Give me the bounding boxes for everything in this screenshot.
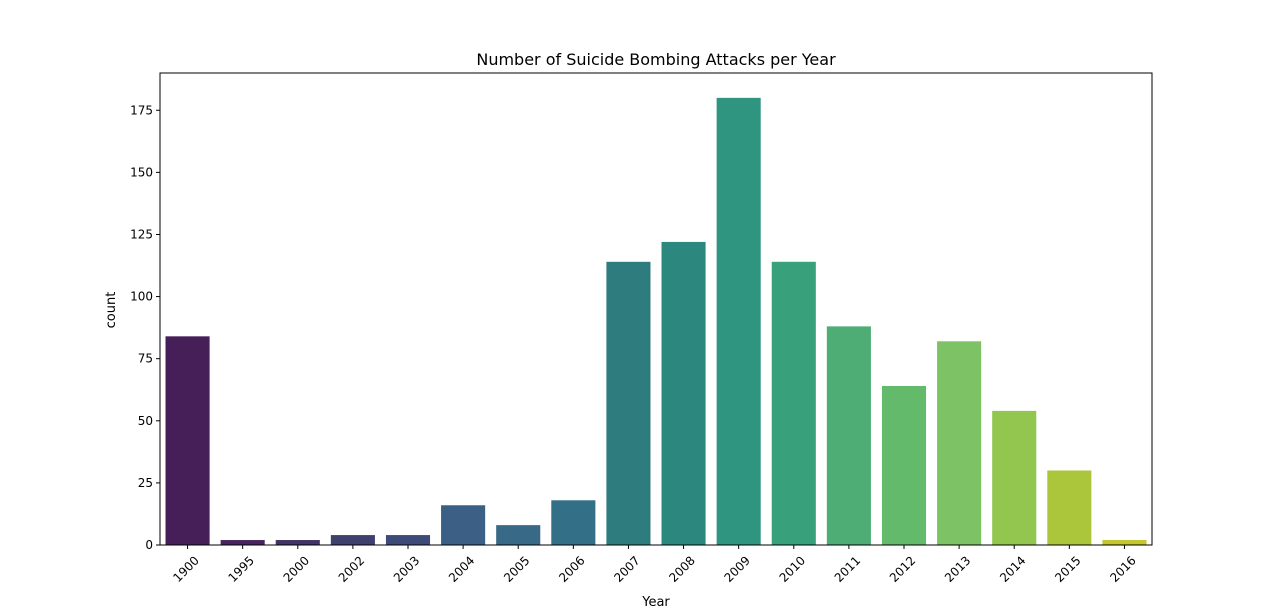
y-tick-label: 75 — [138, 352, 153, 366]
bar-2012 — [881, 386, 927, 545]
bar-2011 — [826, 326, 871, 545]
bar-2004 — [441, 505, 486, 545]
x-tick-label: 2000 — [281, 553, 312, 584]
y-tick-label: 0 — [145, 538, 153, 552]
y-tick-label: 125 — [130, 227, 153, 241]
y-tick-label: 100 — [130, 290, 153, 304]
bar-2014 — [992, 410, 1037, 545]
y-tick-label: 25 — [138, 476, 153, 490]
bar-2010 — [771, 261, 816, 545]
bar-2003 — [385, 535, 431, 545]
bar-2013 — [937, 341, 982, 545]
y-tick-label: 50 — [138, 414, 153, 428]
chart-title: Number of Suicide Bombing Attacks per Ye… — [476, 50, 836, 69]
x-tick-label: 1900 — [170, 553, 201, 584]
x-tick-label: 2002 — [336, 553, 367, 584]
x-tick-label: 2003 — [391, 553, 422, 584]
x-axis-label: Year — [641, 595, 670, 610]
y-axis: 0 25 50 75 100 125 150 175 — [130, 103, 160, 552]
x-tick-label: 2011 — [832, 553, 863, 584]
bar-2006 — [551, 500, 596, 545]
x-tick-label: 2010 — [777, 553, 808, 584]
bar-2016 — [1102, 540, 1147, 545]
x-tick-label: 2015 — [1052, 553, 1083, 584]
bar-2008 — [661, 241, 706, 545]
bar-2005 — [496, 525, 541, 545]
y-tick-label: 150 — [130, 165, 153, 179]
bar-2007 — [606, 261, 651, 545]
y-axis-label: count — [104, 292, 119, 329]
x-tick-label: 2006 — [556, 553, 587, 584]
bar-2000 — [275, 540, 320, 545]
x-tick-label: 2005 — [501, 553, 532, 584]
x-axis: 1900 1995 2000 2002 2003 2004 2005 2006 2007 2008… — [170, 545, 1139, 585]
x-tick-label: 2004 — [446, 553, 477, 584]
bars-group — [165, 97, 1147, 545]
x-tick-label: 2014 — [997, 553, 1028, 584]
bar-2009 — [716, 97, 761, 545]
bar-2002 — [330, 535, 375, 545]
y-tick-label: 175 — [130, 103, 153, 117]
x-tick-label: 2013 — [942, 553, 973, 584]
plot-frame — [159, 72, 1153, 546]
x-tick-label: 2009 — [722, 553, 753, 584]
x-tick-label: 2016 — [1107, 553, 1138, 584]
bar-1995 — [220, 540, 265, 545]
bar-2015 — [1047, 470, 1092, 545]
bar-1900 — [165, 336, 210, 545]
x-tick-label: 1995 — [226, 553, 257, 584]
x-tick-label: 2012 — [887, 553, 918, 584]
x-tick-label: 2008 — [666, 553, 697, 584]
x-tick-label: 2007 — [611, 553, 642, 584]
